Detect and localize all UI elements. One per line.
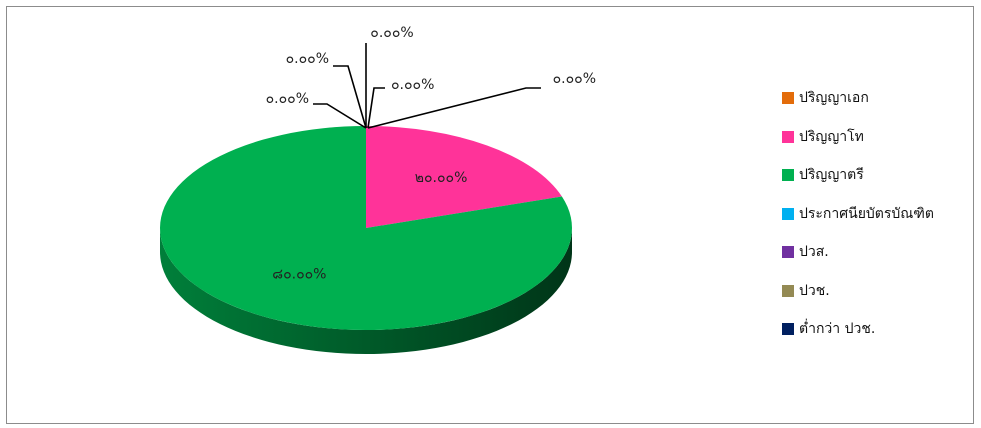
chart-frame: ๐.๐๐% ๒๐.๐๐% ๘๐.๐๐% ๐.๐๐% ๐.๐๐% ๐.๐๐% ๐.๐๐% ปร… [6, 6, 974, 424]
legend: ปริญญาเอก ปริญญาโท ปริญญาตรี ประกาศนียบั… [782, 79, 972, 349]
pie-slice [366, 126, 562, 228]
data-label: ๐.๐๐% [553, 71, 596, 87]
data-label: ๐.๐๐% [266, 91, 309, 107]
legend-swatch [782, 284, 794, 297]
pie-slice [160, 126, 572, 330]
data-label: ๒๐.๐๐% [415, 170, 468, 186]
legend-swatch [782, 92, 794, 105]
legend-label: ต่ำกว่า ปวช. [799, 321, 876, 338]
data-label: ๘๐.๐๐% [272, 266, 326, 282]
leader-line [333, 65, 367, 129]
leader-line [313, 103, 367, 129]
legend-label: ปริญญาโท [799, 128, 864, 145]
legend-item-below-vocational: ต่ำกว่า ปวช. [782, 310, 972, 349]
legend-swatch [782, 246, 794, 259]
legend-label: ปวช. [799, 282, 830, 299]
legend-label: ปริญญาตรี [799, 167, 864, 184]
legend-swatch [782, 130, 794, 143]
legend-item-graduate-diploma: ประกาศนียบัตรบัณฑิต [782, 195, 972, 234]
pie-slices [160, 126, 572, 330]
legend-item-high-vocational: ปวส. [782, 233, 972, 272]
legend-label: ประกาศนียบัตรบัณฑิต [799, 205, 935, 222]
legend-item-doctorate: ปริญญาเอก [782, 79, 972, 118]
pie-side-wall [160, 228, 572, 354]
data-labels: ๐.๐๐% ๒๐.๐๐% ๘๐.๐๐% ๐.๐๐% ๐.๐๐% ๐.๐๐% ๐.๐๐% [266, 25, 596, 282]
leader-line [367, 87, 541, 129]
data-label: ๐.๐๐% [286, 51, 329, 67]
data-label: ๐.๐๐% [391, 77, 434, 93]
legend-swatch [782, 207, 794, 220]
legend-item-vocational: ปวช. [782, 272, 972, 311]
legend-swatch [782, 323, 794, 336]
label-leader-lines [313, 43, 541, 129]
legend-item-masters: ปริญญาโท [782, 118, 972, 157]
legend-swatch [782, 169, 794, 182]
legend-item-bachelors: ปริญญาตรี [782, 156, 972, 195]
leader-line [367, 87, 385, 129]
pie-chart: ๐.๐๐% ๒๐.๐๐% ๘๐.๐๐% ๐.๐๐% ๐.๐๐% ๐.๐๐% ๐.๐๐% [160, 25, 596, 354]
legend-label: ปริญญาเอก [799, 90, 869, 107]
legend-label: ปวส. [799, 244, 829, 261]
data-label: ๐.๐๐% [370, 25, 413, 41]
pie-sides [160, 228, 572, 354]
